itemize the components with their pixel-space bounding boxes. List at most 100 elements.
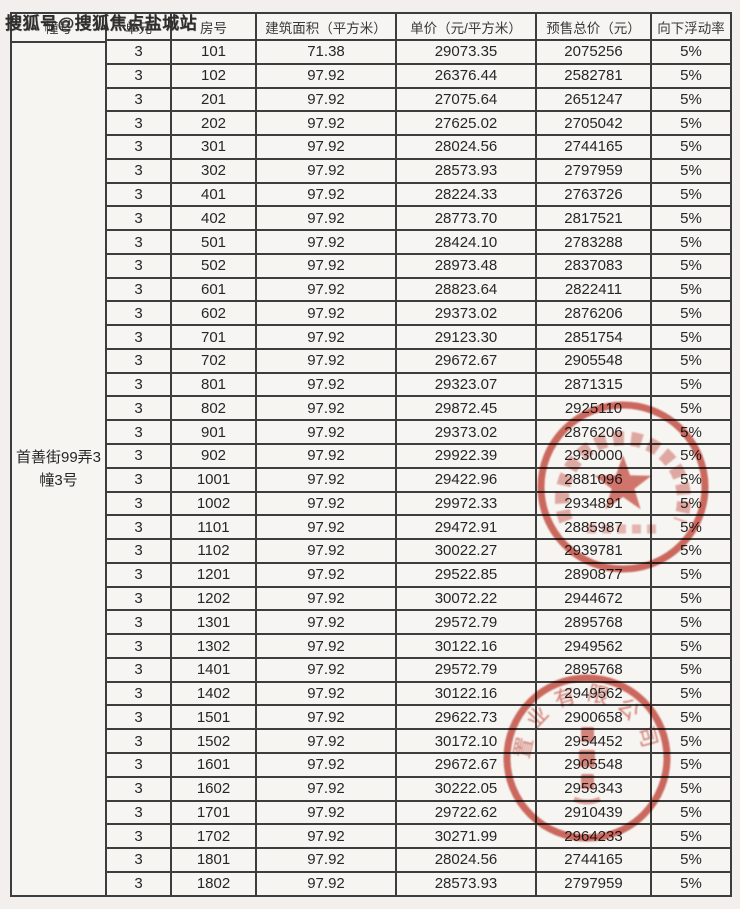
cell-area: 97.92 bbox=[255, 395, 397, 422]
cell-room: 1202 bbox=[170, 585, 257, 612]
cell-area: 97.92 bbox=[255, 86, 397, 113]
cell-total-price: 2744165 bbox=[535, 847, 652, 873]
cell-room: 102 bbox=[170, 62, 257, 89]
cell-room: 1101 bbox=[170, 514, 257, 541]
cell-total-price: 2925110 bbox=[535, 395, 652, 422]
table-row: 3 1002 97.92 29972.33 2934891 5% bbox=[105, 490, 732, 517]
cell-area: 97.92 bbox=[255, 134, 397, 160]
table-row: 3 1501 97.92 29622.73 2900658 5% bbox=[105, 704, 732, 731]
cell-float-rate: 5% bbox=[650, 823, 732, 850]
cell-area: 97.92 bbox=[255, 490, 397, 517]
cell-float-rate: 5% bbox=[650, 799, 732, 826]
cell-unit-price: 29572.79 bbox=[395, 656, 537, 683]
cell-unit: 3 bbox=[105, 656, 172, 683]
cell-unit-price: 29922.39 bbox=[395, 443, 537, 469]
cell-unit-price: 30271.99 bbox=[395, 823, 537, 850]
cell-room: 901 bbox=[170, 419, 257, 446]
cell-total-price: 2582781 bbox=[535, 62, 652, 89]
cell-total-price: 2705042 bbox=[535, 110, 652, 137]
cell-unit-price: 29323.07 bbox=[395, 371, 537, 398]
cell-unit: 3 bbox=[105, 205, 172, 232]
cell-area: 97.92 bbox=[255, 371, 397, 398]
cell-room: 1301 bbox=[170, 609, 257, 636]
cell-unit: 3 bbox=[105, 799, 172, 826]
cell-area: 97.92 bbox=[255, 466, 397, 493]
cell-unit-price: 30172.10 bbox=[395, 728, 537, 754]
cell-unit-price: 28573.93 bbox=[395, 870, 537, 898]
cell-area: 97.92 bbox=[255, 205, 397, 232]
cell-unit: 3 bbox=[105, 443, 172, 469]
cell-area: 97.92 bbox=[255, 870, 397, 898]
cell-total-price: 2890877 bbox=[535, 561, 652, 588]
cell-unit: 3 bbox=[105, 134, 172, 160]
cell-float-rate: 5% bbox=[650, 324, 732, 350]
cell-float-rate: 5% bbox=[650, 870, 732, 898]
table-row: 3 1201 97.92 29522.85 2890877 5% bbox=[105, 561, 732, 588]
table-row: 3 1801 97.92 28024.56 2744165 5% bbox=[105, 847, 732, 873]
cell-unit-price: 30072.22 bbox=[395, 585, 537, 612]
cell-unit: 3 bbox=[105, 347, 172, 374]
cell-area: 97.92 bbox=[255, 751, 397, 778]
cell-float-rate: 5% bbox=[650, 347, 732, 374]
cell-float-rate: 5% bbox=[650, 157, 732, 184]
table-row: 3 601 97.92 28823.64 2822411 5% bbox=[105, 276, 732, 303]
cell-unit-price: 30122.16 bbox=[395, 680, 537, 707]
cell-total-price: 2954452 bbox=[535, 728, 652, 754]
cell-unit-price: 28224.33 bbox=[395, 181, 537, 208]
cell-total-price: 2744165 bbox=[535, 134, 652, 160]
cell-unit: 3 bbox=[105, 324, 172, 350]
cell-unit: 3 bbox=[105, 609, 172, 636]
cell-total-price: 2900658 bbox=[535, 704, 652, 731]
cell-unit-price: 29722.62 bbox=[395, 799, 537, 826]
table-row: 3 502 97.92 28973.48 2837083 5% bbox=[105, 252, 732, 279]
cell-total-price: 2949562 bbox=[535, 633, 652, 659]
cell-area: 97.92 bbox=[255, 110, 397, 137]
cell-unit: 3 bbox=[105, 847, 172, 873]
cell-area: 97.92 bbox=[255, 252, 397, 279]
table-row: 3 1802 97.92 28573.93 2797959 5% bbox=[105, 870, 732, 898]
cell-unit: 3 bbox=[105, 229, 172, 255]
cell-room: 302 bbox=[170, 157, 257, 184]
cell-total-price: 2876206 bbox=[535, 300, 652, 327]
cell-float-rate: 5% bbox=[650, 62, 732, 89]
cell-float-rate: 5% bbox=[650, 561, 732, 588]
cell-room: 101 bbox=[170, 39, 257, 65]
cell-room: 802 bbox=[170, 395, 257, 422]
cell-room: 1201 bbox=[170, 561, 257, 588]
cell-total-price: 2817521 bbox=[535, 205, 652, 232]
cell-unit: 3 bbox=[105, 823, 172, 850]
cell-room: 1601 bbox=[170, 751, 257, 778]
table-row: 3 102 97.92 26376.44 2582781 5% bbox=[105, 62, 732, 89]
header-float-rate: 向下浮动率 bbox=[650, 12, 732, 41]
cell-area: 97.92 bbox=[255, 62, 397, 89]
cell-unit-price: 28024.56 bbox=[395, 847, 537, 873]
cell-total-price: 2939781 bbox=[535, 538, 652, 564]
cell-room: 1702 bbox=[170, 823, 257, 850]
cell-area: 97.92 bbox=[255, 347, 397, 374]
cell-area: 71.38 bbox=[255, 39, 397, 65]
table-row: 3 1601 97.92 29672.67 2905548 5% bbox=[105, 751, 732, 778]
cell-total-price: 2964233 bbox=[535, 823, 652, 850]
cell-unit-price: 28773.70 bbox=[395, 205, 537, 232]
cell-float-rate: 5% bbox=[650, 728, 732, 754]
cell-area: 97.92 bbox=[255, 847, 397, 873]
cell-total-price: 2881096 bbox=[535, 466, 652, 493]
cell-area: 97.92 bbox=[255, 704, 397, 731]
cell-area: 97.92 bbox=[255, 823, 397, 850]
cell-total-price: 2934891 bbox=[535, 490, 652, 517]
cell-area: 97.92 bbox=[255, 181, 397, 208]
cell-unit: 3 bbox=[105, 110, 172, 137]
cell-float-rate: 5% bbox=[650, 466, 732, 493]
cell-float-rate: 5% bbox=[650, 443, 732, 469]
cell-unit: 3 bbox=[105, 490, 172, 517]
table-row: 3 201 97.92 27075.64 2651247 5% bbox=[105, 86, 732, 113]
cell-area: 97.92 bbox=[255, 799, 397, 826]
table-row: 3 402 97.92 28773.70 2817521 5% bbox=[105, 205, 732, 232]
table-row: 3 1402 97.92 30122.16 2949562 5% bbox=[105, 680, 732, 707]
cell-total-price: 2905548 bbox=[535, 751, 652, 778]
cell-total-price: 2651247 bbox=[535, 86, 652, 113]
cell-room: 602 bbox=[170, 300, 257, 327]
table-row: 3 1101 97.92 29472.91 2885987 5% bbox=[105, 514, 732, 541]
table-row: 3 1102 97.92 30022.27 2939781 5% bbox=[105, 538, 732, 564]
table-row: 3 301 97.92 28024.56 2744165 5% bbox=[105, 134, 732, 160]
